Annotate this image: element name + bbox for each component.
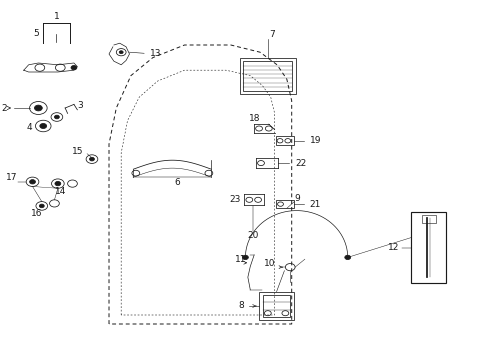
Circle shape (71, 66, 77, 70)
Bar (275, 200, 294, 208)
Circle shape (119, 51, 123, 54)
Text: 16: 16 (31, 210, 42, 218)
Circle shape (242, 255, 248, 260)
Circle shape (40, 123, 46, 129)
Circle shape (30, 180, 35, 184)
Text: 21: 21 (309, 199, 321, 209)
Text: 18: 18 (249, 114, 261, 122)
Bar (421, 215, 435, 223)
Text: 13: 13 (150, 49, 162, 58)
Text: 10: 10 (264, 259, 275, 268)
Text: 5: 5 (33, 29, 39, 38)
Bar (410, 212, 445, 283)
Text: 11: 11 (234, 256, 246, 264)
Circle shape (55, 181, 61, 186)
Bar (243, 61, 291, 91)
Text: 6: 6 (174, 178, 180, 187)
Circle shape (89, 157, 94, 161)
Circle shape (39, 204, 44, 208)
Bar (263, 295, 289, 317)
Text: 17: 17 (6, 173, 18, 182)
Circle shape (54, 115, 59, 119)
Text: 19: 19 (309, 136, 321, 145)
Circle shape (35, 105, 42, 111)
Text: 8: 8 (238, 302, 244, 310)
Bar (259, 292, 294, 320)
Text: 7: 7 (269, 31, 275, 40)
Bar (275, 136, 294, 145)
Text: 4: 4 (27, 123, 32, 132)
Text: 3: 3 (77, 101, 82, 110)
Bar (239, 58, 295, 94)
Text: 14: 14 (55, 187, 66, 196)
Text: 22: 22 (294, 158, 305, 168)
Text: 15: 15 (71, 147, 83, 156)
Text: 23: 23 (229, 195, 240, 204)
Text: 9: 9 (294, 194, 300, 203)
Text: 1: 1 (53, 13, 59, 22)
Text: 2: 2 (1, 104, 7, 113)
Text: 12: 12 (386, 243, 398, 252)
Text: 20: 20 (246, 231, 258, 240)
Circle shape (344, 255, 350, 260)
